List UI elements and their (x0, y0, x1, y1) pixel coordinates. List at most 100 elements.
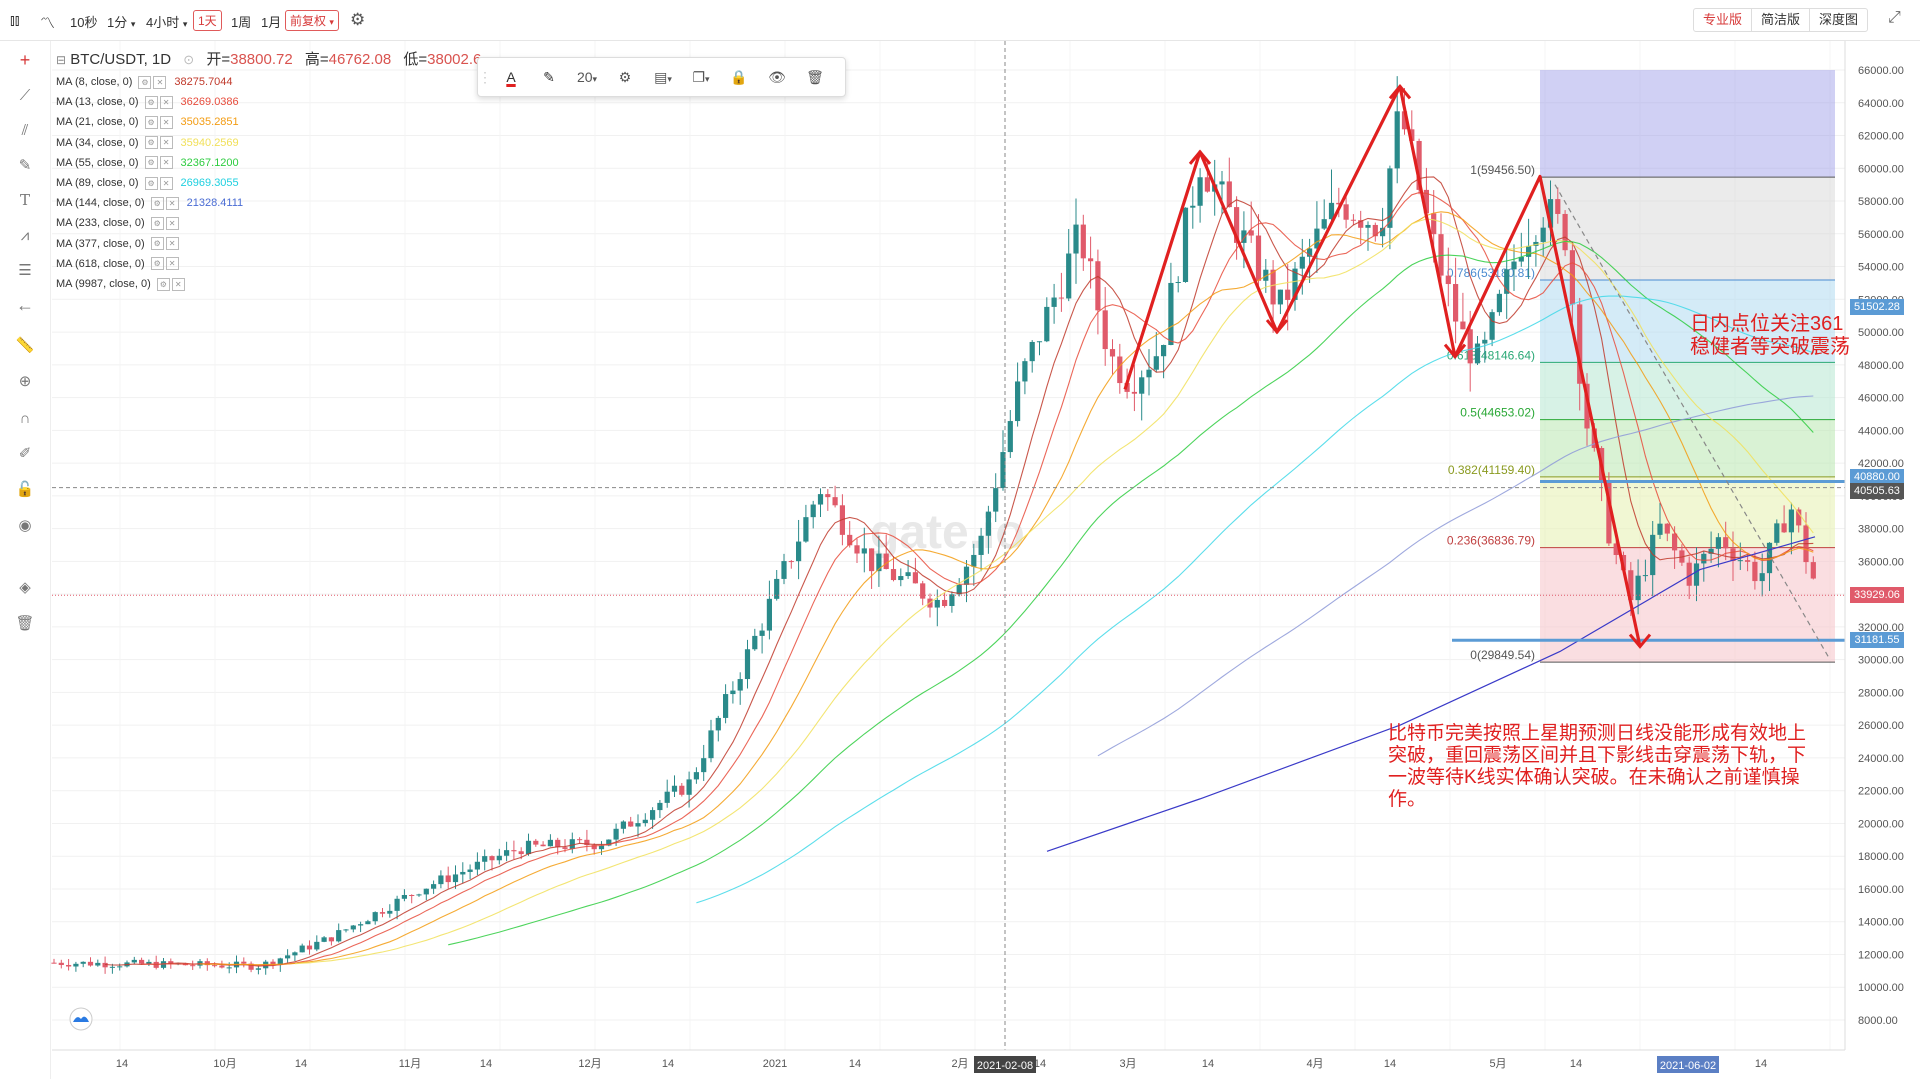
candle-body (190, 965, 196, 967)
ma-settings-icon[interactable]: ⚙ (150, 237, 164, 251)
fib-tool-icon[interactable]: ☰ (18, 262, 32, 279)
ma-remove-icon[interactable]: ✕ (171, 277, 185, 291)
candle-body (1569, 250, 1575, 305)
ma-label: MA (233, close, 0) (56, 217, 145, 230)
lock-drawing-icon[interactable]: ✐ (18, 445, 32, 462)
ma-legend-row[interactable]: MA (233, close, 0) ⚙ ✕ (56, 213, 481, 233)
candle-body (1182, 207, 1189, 283)
ma-line (105, 176, 1814, 967)
ma-legend-row[interactable]: MA (377, close, 0) ⚙ ✕ (56, 234, 481, 254)
drag-handle-icon[interactable]: ⋮ (478, 68, 492, 85)
ma-settings-icon[interactable]: ⚙ (150, 196, 164, 210)
ma-legend-row[interactable]: MA (21, close, 0) ⚙ ✕ 35035.2851 (56, 112, 481, 132)
fullscreen-icon[interactable]: ⤢ (1888, 9, 1901, 26)
ma-legend-row[interactable]: MA (9987, close, 0) ⚙ ✕ (56, 274, 481, 294)
ruler-icon[interactable]: 📏 (15, 337, 35, 354)
interval-1w[interactable]: 1周 (231, 15, 252, 30)
ma-remove-icon[interactable]: ✕ (159, 156, 173, 170)
candle-body (131, 959, 137, 963)
time-axis-tick: 5月 (1489, 1058, 1506, 1070)
eye-icon[interactable]: ◉ (18, 517, 32, 534)
ma-legend-row[interactable]: MA (34, close, 0) ⚙ ✕ 35940.2569 (56, 133, 481, 153)
delete-icon[interactable]: 🗑 (806, 68, 824, 85)
zoom-in-icon[interactable]: ⊕ (18, 373, 32, 390)
visibility-eye-icon[interactable]: 👁 (768, 68, 786, 85)
candle-body (1131, 391, 1137, 394)
candle-body (737, 679, 743, 691)
template-icon[interactable]: ▤▾ (654, 68, 672, 85)
ma-remove-icon[interactable]: ✕ (159, 95, 173, 109)
ma-settings-icon[interactable]: ⚙ (156, 277, 170, 291)
ma-legend-row[interactable]: MA (13, close, 0) ⚙ ✕ 36269.0386 (56, 92, 481, 112)
text-color-icon[interactable]: A (506, 69, 516, 85)
parallel-channel-icon[interactable]: ⫽ (21, 121, 29, 139)
clone-icon[interactable]: ❐▾ (692, 68, 710, 85)
ma-settings-icon[interactable]: ⚙ (138, 75, 152, 89)
price-axis-tick: 26000.00 (1858, 720, 1904, 732)
candle-body (1460, 321, 1466, 330)
ma-settings-icon[interactable]: ⚙ (150, 257, 164, 271)
candle-body (379, 912, 386, 914)
magnet-icon[interactable]: ∩ (19, 409, 31, 427)
ma-remove-icon[interactable]: ✕ (165, 196, 179, 210)
ma-legend-row[interactable]: MA (55, close, 0) ⚙ ✕ 32367.1200 (56, 153, 481, 173)
candle-body (898, 576, 904, 581)
interval-10s[interactable]: 10秒 (70, 15, 98, 30)
price-axis-tick: 54000.00 (1858, 262, 1904, 274)
candle-body (949, 594, 955, 606)
ma-legend-row[interactable]: MA (618, close, 0) ⚙ ✕ (56, 254, 481, 274)
ma-settings-icon[interactable]: ⚙ (144, 116, 158, 129)
brush-icon[interactable]: ✎ (18, 157, 32, 174)
indicators-icon[interactable]: 〽 (40, 15, 56, 32)
crosshair-icon[interactable]: + (19, 49, 31, 70)
settings-gear-icon[interactable]: ⚙ (350, 10, 366, 29)
interval-1d[interactable]: 1天 (193, 10, 222, 31)
candle-body (416, 894, 422, 896)
mode-pro-button[interactable]: 专业版 (1694, 9, 1753, 31)
ma-legend-row[interactable]: MA (144, close, 0) ⚙ ✕ 21328.4111 (56, 193, 481, 213)
line-color-icon[interactable]: ✎ (543, 68, 555, 85)
settings-icon[interactable]: ⚙ (618, 68, 632, 85)
mode-depth-button[interactable]: 深度图 (1819, 12, 1859, 27)
ma-remove-icon[interactable]: ✕ (159, 116, 173, 129)
ma-remove-icon[interactable]: ✕ (165, 237, 179, 251)
candlestick-type-icon[interactable]: ⫾⫾ (10, 12, 20, 29)
price-axis-tick: 64000.00 (1858, 98, 1904, 110)
collapse-icon[interactable]: ⊟ (56, 53, 67, 67)
candle-body (1051, 297, 1057, 307)
ma-remove-icon[interactable]: ✕ (165, 217, 179, 231)
ma-settings-icon[interactable]: ⚙ (144, 136, 158, 150)
symbol-settings-icon[interactable]: ⊙ (183, 52, 195, 67)
crosshair-time-label: 2021-02-08 (977, 1060, 1033, 1072)
ma-remove-icon[interactable]: ✕ (159, 176, 173, 190)
interval-1m[interactable]: 1分 ▾ (107, 12, 135, 31)
pattern-icon[interactable]: ⩘ (20, 226, 30, 244)
unlock-icon[interactable]: 🔓 (15, 481, 35, 498)
ma-remove-icon[interactable]: ✕ (159, 136, 173, 150)
interval-4h[interactable]: 4小时 ▾ (146, 12, 187, 31)
adjust-dropdown[interactable]: 前复权 ▾ (285, 10, 339, 31)
candle-body (861, 548, 867, 554)
ma-settings-icon[interactable]: ⚙ (144, 156, 158, 170)
mode-simple-button[interactable]: 简洁版 (1752, 9, 1811, 31)
interval-1mo[interactable]: 1月 (261, 15, 282, 30)
font-size-dropdown[interactable]: 20▾ (568, 69, 606, 85)
trend-line-icon[interactable]: ⟋ (19, 86, 31, 104)
candle-body (1000, 452, 1006, 489)
layers-icon[interactable]: ◈ (19, 579, 31, 596)
ma-legend-row[interactable]: MA (89, close, 0) ⚙ ✕ 26969.3055 (56, 173, 481, 193)
price-axis-tick: 30000.00 (1858, 655, 1904, 667)
ma-remove-icon[interactable]: ✕ (165, 257, 179, 271)
ma-remove-icon[interactable]: ✕ (153, 75, 167, 89)
lock-icon[interactable]: 🔒 (730, 68, 748, 85)
text-tool-icon[interactable]: T (19, 191, 30, 209)
ma-legend-row[interactable]: MA (8, close, 0) ⚙ ✕ 38275.7044 (56, 72, 481, 92)
ma-settings-icon[interactable]: ⚙ (150, 217, 164, 231)
ma-settings-icon[interactable]: ⚙ (144, 176, 158, 190)
back-arrow-icon[interactable]: ← (16, 294, 34, 315)
candle-body (671, 785, 678, 792)
trash-icon[interactable]: 🗑 (15, 615, 35, 632)
ma-settings-icon[interactable]: ⚙ (144, 95, 158, 109)
candle-body (328, 937, 334, 942)
